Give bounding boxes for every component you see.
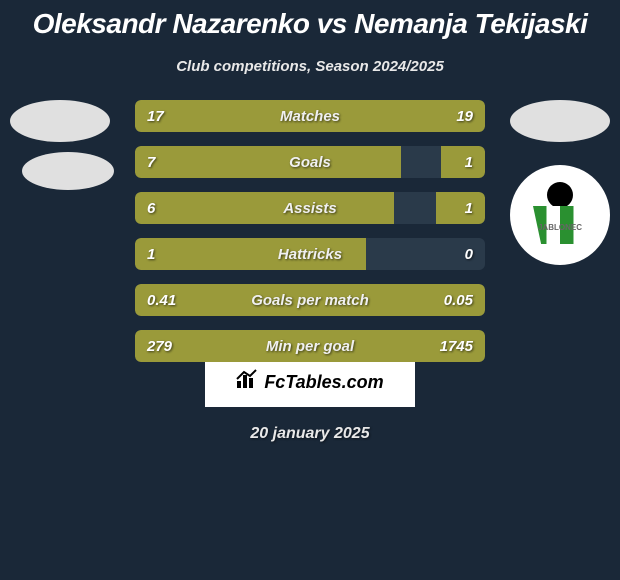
player-left-avatar [10, 100, 110, 142]
stat-row: 7Goals1 [135, 146, 485, 178]
player-left-club-placeholder [22, 152, 114, 190]
stat-row: 1Hattricks0 [135, 238, 485, 270]
stat-label: Assists [135, 200, 485, 217]
stat-value-right: 1745 [440, 338, 485, 355]
stat-value-right: 1 [465, 154, 485, 171]
footer-date: 20 january 2025 [0, 425, 620, 443]
stat-label: Matches [135, 108, 485, 125]
stat-value-right: 19 [456, 108, 485, 125]
stat-rows-container: 17Matches197Goals16Assists11Hattricks00.… [135, 100, 485, 376]
stat-row: 279Min per goal1745 [135, 330, 485, 362]
page-title: Oleksandr Nazarenko vs Nemanja Tekijaski [0, 0, 620, 40]
stat-value-right: 1 [465, 200, 485, 217]
stat-label: Goals per match [135, 292, 485, 309]
club-name-label: JABLONEC [525, 223, 595, 232]
stat-label: Min per goal [135, 338, 485, 355]
stat-row: 0.41Goals per match0.05 [135, 284, 485, 316]
stat-row: 17Matches19 [135, 100, 485, 132]
club-ball-icon [547, 182, 573, 208]
stat-label: Hattricks [135, 246, 485, 263]
stat-value-right: 0.05 [444, 292, 485, 309]
player-right-club-badge: JABLONEC [510, 165, 610, 265]
player-right-avatar [510, 100, 610, 142]
subtitle: Club competitions, Season 2024/2025 [0, 58, 620, 75]
stat-label: Goals [135, 154, 485, 171]
stat-value-right: 0 [465, 246, 485, 263]
stat-row: 6Assists1 [135, 192, 485, 224]
